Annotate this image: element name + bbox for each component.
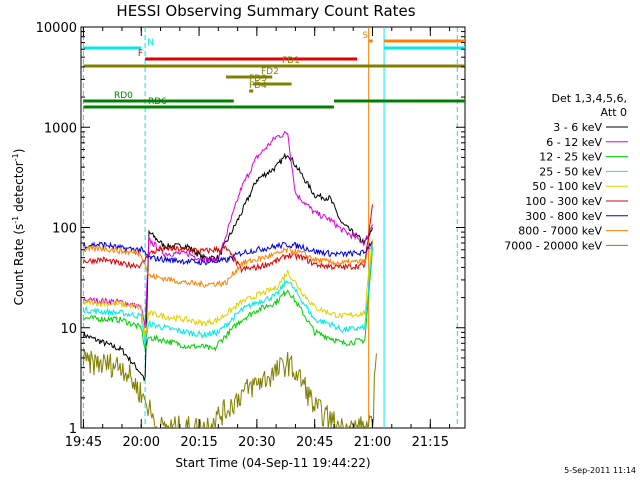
x-axis: 19:45 20:00 20:15 20:30 20:45 21:00 21:15 xyxy=(65,27,451,450)
legend-entry: 800 - 7000 keV xyxy=(518,225,602,238)
x-tick-label: 21:00 xyxy=(354,435,391,450)
legend-header: Att 0 xyxy=(601,106,627,119)
legend-entry: 3 - 6 keV xyxy=(553,121,602,134)
series-line xyxy=(82,130,373,329)
y-label-mid: detector xyxy=(12,161,26,216)
segment-bar-label: N xyxy=(147,38,154,48)
segment-bar-label: FD2 xyxy=(261,67,279,77)
y-label-main: Count Rate (s xyxy=(12,224,26,306)
legend-entry: 50 - 100 keV xyxy=(532,180,602,193)
series-line xyxy=(83,245,373,346)
legend-entry: 6 - 12 keV xyxy=(546,136,602,149)
segment-bar-label: FD4 xyxy=(249,81,267,91)
y-tick-label: 1000 xyxy=(44,121,77,136)
segment-bar-label: FD1 xyxy=(282,56,300,66)
x-axis-label: Start Time (04-Sep-11 19:44:22) xyxy=(175,456,370,470)
x-tick-label: 20:45 xyxy=(296,435,333,450)
series-line xyxy=(82,204,373,274)
y-axis: 1 10 100 1000 10000 xyxy=(36,21,465,437)
y-label-end: ) xyxy=(12,149,26,154)
x-tick-label: 19:45 xyxy=(65,435,102,450)
segment-bar-label: FD3 xyxy=(249,74,267,84)
legend-entry: 7000 - 20000 keV xyxy=(504,239,602,252)
series-line xyxy=(82,242,373,288)
segment-bar-label: RD0 xyxy=(114,91,133,101)
series-line xyxy=(82,152,373,382)
x-tick-label: 20:30 xyxy=(238,435,275,450)
segment-bar-label: S xyxy=(362,31,368,41)
y-label-sup2: -1 xyxy=(11,153,20,161)
vertical-markers xyxy=(82,27,458,428)
legend-header: Det 1,3,4,5,6, xyxy=(551,92,627,105)
segment-bar-label: F xyxy=(138,49,143,59)
chart-title: HESSI Observing Summary Count Rates xyxy=(116,2,415,20)
timestamp: 5-Sep-2011 11:14 xyxy=(564,466,636,475)
series-lines xyxy=(82,130,377,428)
x-tick-label: 20:00 xyxy=(123,435,160,450)
y-tick-label: 10000 xyxy=(36,21,77,36)
legend-entry: 100 - 300 keV xyxy=(525,195,602,208)
y-axis-label: Count Rate (s-1 detector-1) xyxy=(11,149,26,306)
series-line xyxy=(82,239,373,338)
segment-bar-label: RD6 xyxy=(148,97,167,107)
x-tick-label: 21:15 xyxy=(412,435,449,450)
y-tick-label: 100 xyxy=(52,222,77,237)
series-line xyxy=(82,241,373,266)
x-tick-label: 20:15 xyxy=(180,435,217,450)
y-tick-label: 1 xyxy=(69,422,77,437)
series-line xyxy=(82,349,377,428)
legend-entry: 12 - 25 keV xyxy=(539,151,602,164)
y-label-sup1: -1 xyxy=(11,216,20,224)
legend-entry: 25 - 50 keV xyxy=(539,165,602,178)
legend-entry: 300 - 800 keV xyxy=(525,210,602,223)
series-line xyxy=(82,247,373,352)
plot-frame xyxy=(80,26,466,429)
y-tick-label: 10 xyxy=(60,322,77,337)
legend: Det 1,3,4,5,6,Att 0 3 - 6 keV 6 - 12 keV 12… xyxy=(504,92,628,252)
